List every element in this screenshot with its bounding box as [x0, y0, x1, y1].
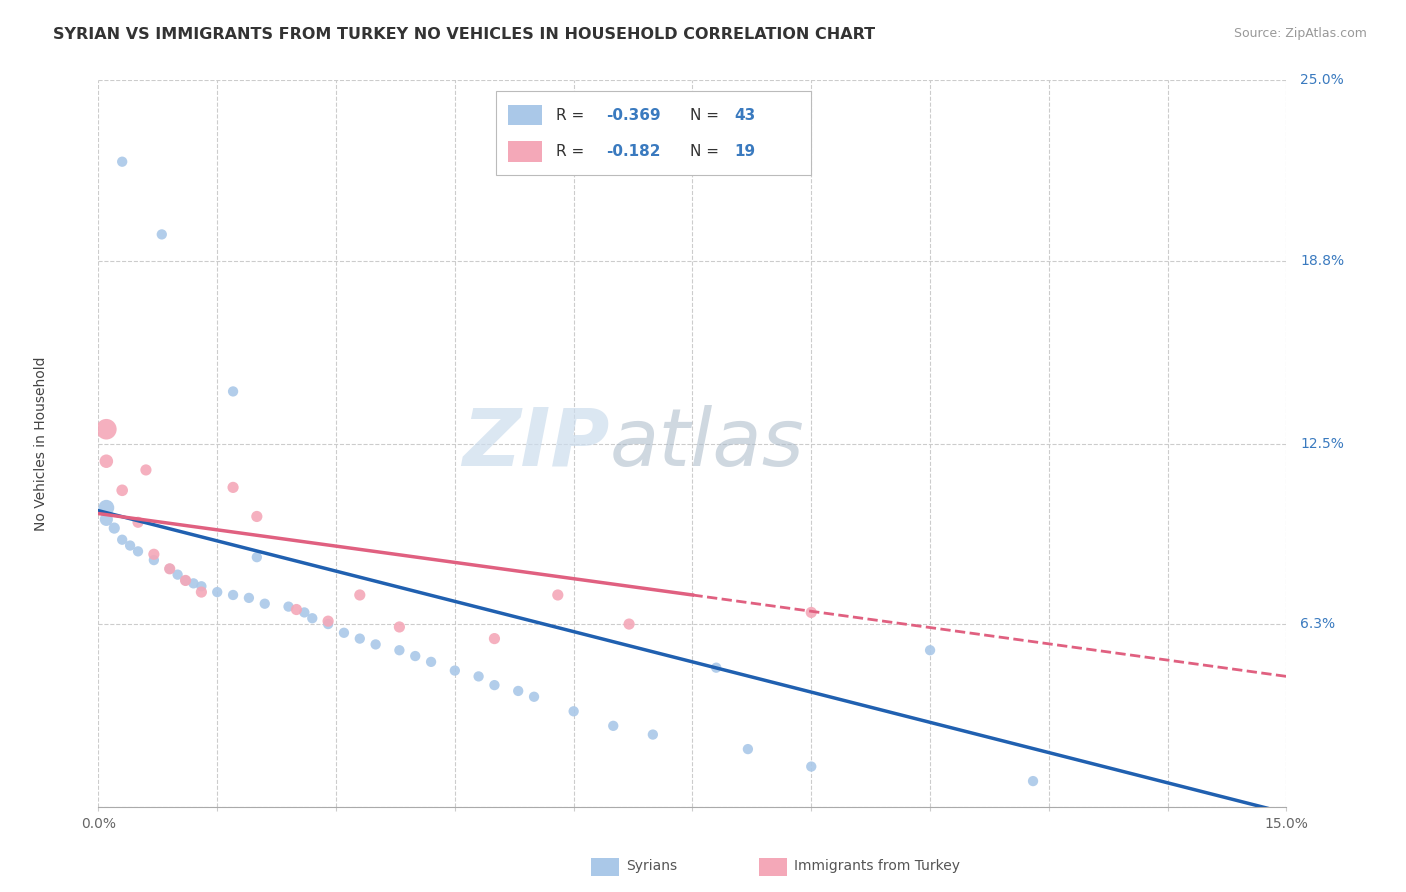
- Text: Immigrants from Turkey: Immigrants from Turkey: [794, 859, 960, 873]
- Point: [142, 547, 165, 561]
- Point: [388, 643, 411, 657]
- Point: [111, 154, 134, 169]
- Text: 6.3%: 6.3%: [1301, 617, 1336, 631]
- Point: [444, 664, 467, 678]
- FancyBboxPatch shape: [496, 91, 811, 175]
- Point: [800, 606, 823, 620]
- Point: [508, 684, 530, 698]
- Point: [174, 574, 197, 588]
- Point: [190, 579, 212, 593]
- Point: [120, 539, 142, 553]
- Bar: [509, 105, 541, 126]
- Text: 43: 43: [734, 108, 755, 123]
- Point: [349, 632, 371, 646]
- Point: [127, 544, 149, 558]
- Point: [96, 422, 118, 436]
- Point: [142, 553, 165, 567]
- Point: [301, 611, 323, 625]
- Point: [246, 509, 269, 524]
- Point: [920, 643, 942, 657]
- Point: [292, 606, 315, 620]
- Point: [523, 690, 546, 704]
- Point: [349, 588, 371, 602]
- Point: [737, 742, 759, 756]
- Text: 19: 19: [734, 144, 755, 159]
- Point: [641, 728, 664, 742]
- Point: [404, 648, 426, 663]
- Point: [183, 576, 205, 591]
- Text: ZIP: ZIP: [463, 405, 609, 483]
- Point: [222, 384, 245, 399]
- Point: [547, 588, 569, 602]
- Point: [484, 678, 506, 692]
- Text: Source: ZipAtlas.com: Source: ZipAtlas.com: [1233, 27, 1367, 40]
- Text: -0.182: -0.182: [606, 144, 661, 159]
- Point: [602, 719, 624, 733]
- Text: R =: R =: [555, 108, 589, 123]
- Point: [135, 463, 157, 477]
- Point: [484, 632, 506, 646]
- Point: [246, 550, 269, 565]
- Point: [704, 661, 727, 675]
- Point: [617, 617, 640, 632]
- Point: [420, 655, 443, 669]
- Point: [166, 567, 188, 582]
- Point: [222, 588, 245, 602]
- Text: N =: N =: [690, 108, 724, 123]
- Point: [285, 602, 308, 616]
- Text: -0.369: -0.369: [606, 108, 661, 123]
- Point: [111, 483, 134, 498]
- Point: [253, 597, 276, 611]
- Point: [159, 562, 181, 576]
- Text: Syrians: Syrians: [626, 859, 676, 873]
- Text: N =: N =: [690, 144, 724, 159]
- Point: [238, 591, 260, 605]
- Text: R =: R =: [555, 144, 589, 159]
- Point: [190, 585, 212, 599]
- Point: [467, 669, 489, 683]
- Point: [364, 637, 387, 651]
- Point: [174, 574, 197, 588]
- Point: [150, 227, 173, 242]
- Text: atlas: atlas: [609, 405, 804, 483]
- Point: [159, 562, 181, 576]
- Point: [1022, 774, 1045, 789]
- Text: SYRIAN VS IMMIGRANTS FROM TURKEY NO VEHICLES IN HOUSEHOLD CORRELATION CHART: SYRIAN VS IMMIGRANTS FROM TURKEY NO VEHI…: [53, 27, 876, 42]
- Point: [333, 625, 356, 640]
- Point: [562, 704, 585, 718]
- Point: [96, 512, 118, 526]
- Bar: [509, 141, 541, 161]
- Text: 12.5%: 12.5%: [1301, 437, 1344, 450]
- Point: [316, 617, 339, 632]
- Text: 25.0%: 25.0%: [1301, 73, 1344, 87]
- Point: [111, 533, 134, 547]
- Text: No Vehicles in Household: No Vehicles in Household: [34, 357, 48, 531]
- Point: [316, 614, 339, 628]
- Point: [388, 620, 411, 634]
- Point: [127, 516, 149, 530]
- Text: 18.8%: 18.8%: [1301, 253, 1344, 268]
- Point: [205, 585, 228, 599]
- Point: [96, 500, 118, 515]
- Point: [800, 759, 823, 773]
- Point: [222, 480, 245, 494]
- Point: [277, 599, 299, 614]
- Point: [96, 454, 118, 468]
- Point: [103, 521, 125, 535]
